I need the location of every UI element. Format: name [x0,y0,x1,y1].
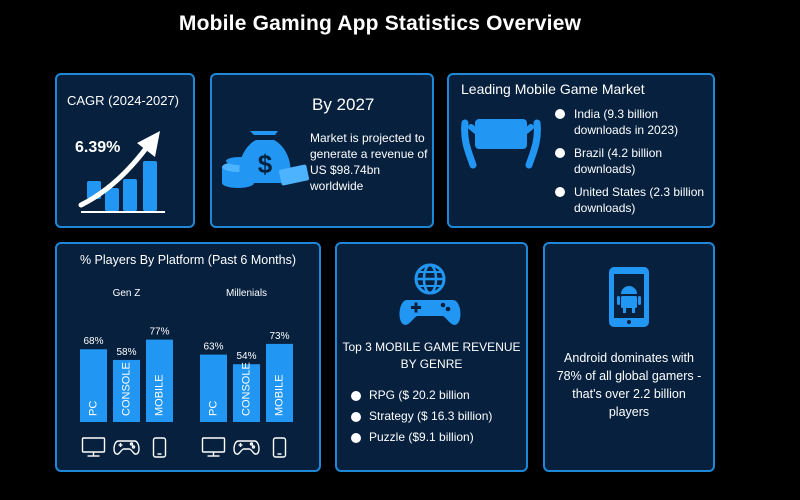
android-card: Android dominates with 78% of all global… [543,242,715,472]
data-label: 73% [269,331,289,342]
chart-bar [200,354,227,422]
data-label: 58% [116,347,136,358]
chart-bar [113,359,140,422]
data-label: 54% [236,351,256,362]
phone-icon [272,437,287,458]
genre-title: Top 3 MOBILE GAME REVENUE BY GENRE [342,340,521,371]
series-name: Gen Z [113,288,141,299]
category-label: MOBILE [273,374,285,416]
monitor-icon [201,437,226,457]
gamepad-icon [233,440,260,455]
projection-card: $ By 2027 Market is projected to generat… [210,73,434,228]
market-card: Leading Mobile Game Market India (9.3 bi… [447,73,715,228]
category-label: CONSOLE [120,362,132,416]
list-item: India (9.3 billion downloads in 2023) [555,106,713,138]
category-label: CONSOLE [240,362,252,416]
market-title: Leading Mobile Game Market [461,81,645,97]
projection-text: Market is projected to generate a revenu… [310,131,428,193]
bullet-icon [351,412,361,422]
genre-card: Top 3 MOBILE GAME REVENUE BY GENRE RPG (… [335,242,528,472]
list-item: Strategy ($ 16.3 billion) [351,409,526,423]
platform-chart-card: % Players By Platform (Past 6 Months) Ge… [55,242,321,472]
chart-bar [146,339,173,422]
cagr-card: CAGR (2024-2027) 6.39% [55,73,195,228]
list-item: Brazil (4.2 billion downloads) [555,145,713,177]
data-label: 63% [203,342,223,353]
android-text: Android dominates with 78% of all global… [556,351,702,419]
cagr-value: 6.39% [75,139,121,156]
hands-holding-phone-icon [461,119,541,169]
category-label: PC [87,401,99,416]
bullet-icon [555,109,565,119]
chart-title: % Players By Platform (Past 6 Months) [79,253,297,267]
genre-list: RPG ($ 20.2 billion Strategy ($ 16.3 bil… [351,388,526,451]
globe-gamepad-icon [399,263,461,325]
series-name: Millenials [226,288,267,299]
list-item: Puzzle ($9.1 billion) [351,430,526,444]
bullet-icon [351,433,361,443]
chart-bar [80,349,107,422]
market-list: India (9.3 billion downloads in 2023) Br… [555,106,713,223]
data-label: 68% [83,336,103,347]
growth-bars-arrow-icon [78,131,165,213]
svg-text:$: $ [258,149,273,179]
category-label: MOBILE [153,374,165,416]
chart-bar [233,364,260,422]
money-bag-icon: $ [222,131,309,188]
cagr-label: CAGR (2024-2027) [67,93,179,108]
projection-title: By 2027 [312,95,375,114]
platform-bar-chart: Gen Z 68% PC 58% CONSOLE 77% MOBILE Millenials 6… [80,288,293,458]
bullet-icon [351,391,361,401]
monitor-icon [81,437,106,457]
category-label: PC [207,401,219,416]
bullet-icon [555,187,565,197]
bullet-icon [555,148,565,158]
gamepad-icon [113,440,140,455]
chart-bar [266,343,293,422]
data-label: 77% [149,327,169,338]
list-item: United States (2.3 billion downloads) [555,184,713,216]
list-item: RPG ($ 20.2 billion [351,388,526,402]
page-title: Mobile Gaming App Statistics Overview [178,12,582,35]
phone-icon [152,437,167,458]
android-phone-icon [609,267,649,327]
